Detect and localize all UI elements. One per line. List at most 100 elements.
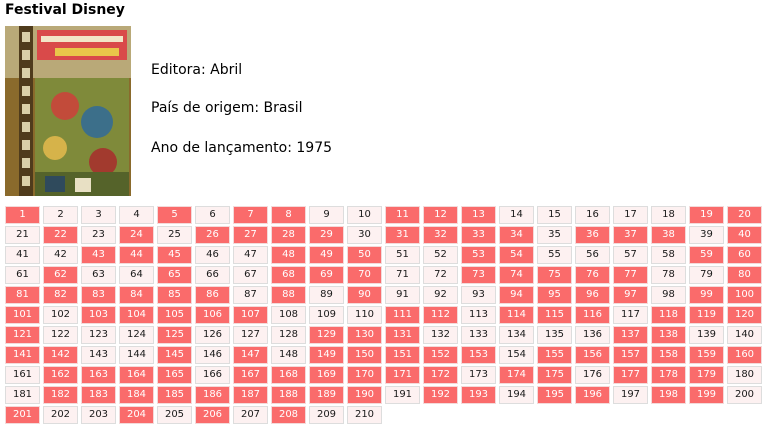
issue-cell-missing[interactable]: 128 <box>271 326 306 344</box>
issue-cell-missing[interactable]: 35 <box>537 226 572 244</box>
issue-cell-missing[interactable]: 23 <box>81 226 116 244</box>
issue-cell-missing[interactable]: 4 <box>119 206 154 224</box>
issue-cell-owned[interactable]: 83 <box>81 286 116 304</box>
issue-cell-owned[interactable]: 20 <box>727 206 762 224</box>
issue-cell-missing[interactable]: 41 <box>5 246 40 264</box>
issue-cell-owned[interactable]: 119 <box>689 306 724 324</box>
issue-cell-missing[interactable]: 136 <box>575 326 610 344</box>
issue-cell-missing[interactable]: 110 <box>347 306 382 324</box>
issue-cell-owned[interactable]: 85 <box>157 286 192 304</box>
issue-cell-missing[interactable]: 71 <box>385 266 420 284</box>
issue-cell-owned[interactable]: 111 <box>385 306 420 324</box>
issue-cell-missing[interactable]: 25 <box>157 226 192 244</box>
issue-cell-owned[interactable]: 106 <box>195 306 230 324</box>
issue-cell-owned[interactable]: 74 <box>499 266 534 284</box>
issue-cell-owned[interactable]: 11 <box>385 206 420 224</box>
issue-cell-owned[interactable]: 44 <box>119 246 154 264</box>
issue-cell-owned[interactable]: 82 <box>43 286 78 304</box>
issue-cell-owned[interactable]: 114 <box>499 306 534 324</box>
issue-cell-owned[interactable]: 69 <box>309 266 344 284</box>
issue-cell-missing[interactable]: 91 <box>385 286 420 304</box>
issue-cell-owned[interactable]: 186 <box>195 386 230 404</box>
issue-cell-missing[interactable]: 72 <box>423 266 458 284</box>
issue-cell-missing[interactable]: 117 <box>613 306 648 324</box>
issue-cell-owned[interactable]: 199 <box>689 386 724 404</box>
issue-cell-owned[interactable]: 97 <box>613 286 648 304</box>
issue-cell-owned[interactable]: 105 <box>157 306 192 324</box>
issue-cell-missing[interactable]: 176 <box>575 366 610 384</box>
issue-cell-missing[interactable]: 6 <box>195 206 230 224</box>
issue-cell-owned[interactable]: 155 <box>537 346 572 364</box>
issue-cell-owned[interactable]: 101 <box>5 306 40 324</box>
issue-cell-owned[interactable]: 70 <box>347 266 382 284</box>
issue-cell-owned[interactable]: 49 <box>309 246 344 264</box>
issue-cell-owned[interactable]: 149 <box>309 346 344 364</box>
issue-cell-owned[interactable]: 168 <box>271 366 306 384</box>
issue-cell-missing[interactable]: 61 <box>5 266 40 284</box>
issue-cell-owned[interactable]: 60 <box>727 246 762 264</box>
issue-cell-missing[interactable]: 3 <box>81 206 116 224</box>
issue-cell-missing[interactable]: 64 <box>119 266 154 284</box>
issue-cell-owned[interactable]: 142 <box>43 346 78 364</box>
issue-cell-owned[interactable]: 86 <box>195 286 230 304</box>
issue-cell-missing[interactable]: 2 <box>43 206 78 224</box>
issue-cell-missing[interactable]: 144 <box>119 346 154 364</box>
issue-cell-missing[interactable]: 113 <box>461 306 496 324</box>
issue-cell-missing[interactable]: 17 <box>613 206 648 224</box>
issue-cell-owned[interactable]: 88 <box>271 286 306 304</box>
issue-cell-missing[interactable]: 122 <box>43 326 78 344</box>
issue-cell-owned[interactable]: 141 <box>5 346 40 364</box>
issue-cell-owned[interactable]: 150 <box>347 346 382 364</box>
issue-cell-owned[interactable]: 118 <box>651 306 686 324</box>
issue-cell-owned[interactable]: 163 <box>81 366 116 384</box>
issue-cell-owned[interactable]: 193 <box>461 386 496 404</box>
issue-cell-missing[interactable]: 16 <box>575 206 610 224</box>
issue-cell-owned[interactable]: 179 <box>689 366 724 384</box>
issue-cell-owned[interactable]: 198 <box>651 386 686 404</box>
issue-cell-missing[interactable]: 109 <box>309 306 344 324</box>
issue-cell-owned[interactable]: 145 <box>157 346 192 364</box>
issue-cell-owned[interactable]: 125 <box>157 326 192 344</box>
issue-cell-missing[interactable]: 180 <box>727 366 762 384</box>
issue-cell-owned[interactable]: 50 <box>347 246 382 264</box>
issue-cell-owned[interactable]: 131 <box>385 326 420 344</box>
issue-cell-owned[interactable]: 157 <box>613 346 648 364</box>
issue-cell-missing[interactable]: 194 <box>499 386 534 404</box>
issue-cell-owned[interactable]: 80 <box>727 266 762 284</box>
issue-cell-owned[interactable]: 208 <box>271 406 306 424</box>
issue-cell-owned[interactable]: 164 <box>119 366 154 384</box>
issue-cell-owned[interactable]: 95 <box>537 286 572 304</box>
issue-cell-owned[interactable]: 24 <box>119 226 154 244</box>
issue-cell-owned[interactable]: 29 <box>309 226 344 244</box>
issue-cell-owned[interactable]: 112 <box>423 306 458 324</box>
issue-cell-owned[interactable]: 172 <box>423 366 458 384</box>
issue-cell-missing[interactable]: 46 <box>195 246 230 264</box>
issue-cell-owned[interactable]: 188 <box>271 386 306 404</box>
issue-cell-owned[interactable]: 178 <box>651 366 686 384</box>
issue-cell-owned[interactable]: 151 <box>385 346 420 364</box>
issue-cell-missing[interactable]: 166 <box>195 366 230 384</box>
issue-cell-owned[interactable]: 19 <box>689 206 724 224</box>
issue-cell-owned[interactable]: 196 <box>575 386 610 404</box>
issue-cell-owned[interactable]: 171 <box>385 366 420 384</box>
issue-cell-owned[interactable]: 36 <box>575 226 610 244</box>
issue-cell-owned[interactable]: 137 <box>613 326 648 344</box>
issue-cell-missing[interactable]: 203 <box>81 406 116 424</box>
issue-cell-owned[interactable]: 107 <box>233 306 268 324</box>
issue-cell-missing[interactable]: 146 <box>195 346 230 364</box>
issue-cell-owned[interactable]: 174 <box>499 366 534 384</box>
issue-cell-owned[interactable]: 120 <box>727 306 762 324</box>
issue-cell-missing[interactable]: 87 <box>233 286 268 304</box>
issue-cell-owned[interactable]: 187 <box>233 386 268 404</box>
issue-cell-owned[interactable]: 81 <box>5 286 40 304</box>
issue-cell-missing[interactable]: 126 <box>195 326 230 344</box>
issue-cell-missing[interactable]: 139 <box>689 326 724 344</box>
issue-cell-owned[interactable]: 153 <box>461 346 496 364</box>
issue-cell-owned[interactable]: 54 <box>499 246 534 264</box>
issue-cell-owned[interactable]: 32 <box>423 226 458 244</box>
issue-cell-missing[interactable]: 14 <box>499 206 534 224</box>
issue-cell-owned[interactable]: 100 <box>727 286 762 304</box>
issue-cell-owned[interactable]: 5 <box>157 206 192 224</box>
issue-cell-owned[interactable]: 37 <box>613 226 648 244</box>
issue-cell-owned[interactable]: 27 <box>233 226 268 244</box>
